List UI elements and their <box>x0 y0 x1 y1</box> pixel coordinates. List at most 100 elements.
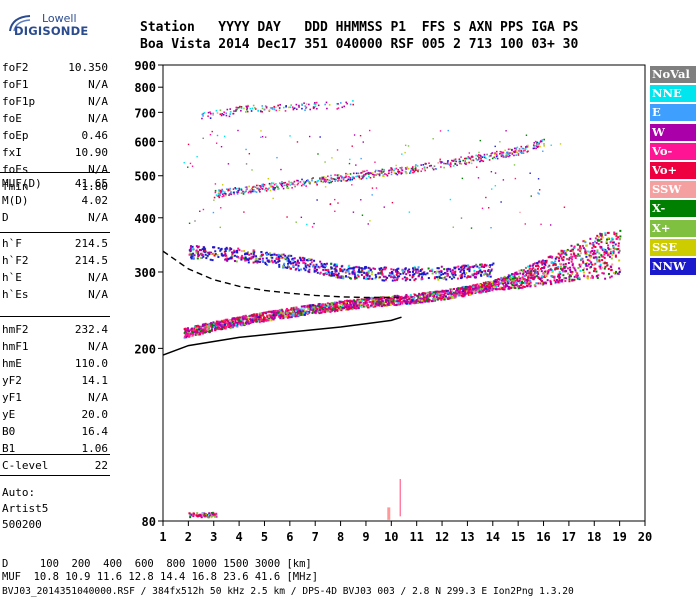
spread-f-echo-point <box>427 267 430 270</box>
f2-echo-point <box>381 296 384 299</box>
third-hop-echo-point <box>243 107 245 110</box>
spread-f-echo-point <box>243 249 246 252</box>
spread-f-echo-point <box>297 264 300 267</box>
f2-echo-point <box>333 301 336 304</box>
second-hop-echo-point <box>472 159 475 162</box>
f2-echo-point <box>299 309 302 312</box>
f2-echo-point <box>211 327 214 330</box>
spread-f-echo-point <box>377 272 380 275</box>
scatter-echo-point <box>371 187 374 189</box>
scatter-echo-point <box>538 189 541 191</box>
f2-echo-point <box>618 270 621 273</box>
spread-f-echo-point <box>189 247 192 250</box>
spread-f-echo-point <box>466 276 469 279</box>
scatter-echo-point <box>359 134 362 137</box>
low-echo-point <box>196 515 199 518</box>
f2-echo-point <box>370 303 373 306</box>
low-echo-point <box>201 512 204 515</box>
second-hop-echo-point <box>334 174 336 176</box>
f2-echo-point <box>216 326 219 329</box>
second-hop-echo-point <box>311 177 313 180</box>
second-hop-echo-point <box>232 191 235 194</box>
second-hop-echo-point <box>213 196 216 199</box>
second-hop-echo-point <box>495 153 498 155</box>
f2-echo-point <box>273 310 276 313</box>
f2-echo-point <box>522 273 525 276</box>
f2-echo-point <box>562 255 565 258</box>
f2-echo-point <box>541 263 544 266</box>
f2-echo-point <box>251 315 254 318</box>
spread-f-echo-point <box>324 263 327 266</box>
scatter-echo-point <box>296 141 299 143</box>
f2-echo-point <box>347 308 350 311</box>
f2-echo-point <box>571 258 574 261</box>
f2-echo-point <box>403 296 406 299</box>
third-hop-echo-point <box>279 103 282 106</box>
f2-echo-point <box>476 286 479 289</box>
spread-f-echo-point <box>248 253 251 256</box>
second-hop-echo-point <box>228 194 230 196</box>
f2-echo-point <box>303 305 306 308</box>
third-hop-echo-point <box>315 101 318 104</box>
second-hop-echo-point <box>279 183 282 185</box>
second-hop-echo-point <box>509 154 511 157</box>
second-hop-echo-point <box>400 169 403 171</box>
f2-echo-point <box>488 286 491 289</box>
f2-echo-point <box>269 315 272 318</box>
f2-echo-point <box>242 317 245 320</box>
spread-f-echo-point <box>288 254 291 257</box>
f2-echo-point <box>538 277 541 280</box>
third-hop-echo-point <box>222 113 225 116</box>
spread-f-echo-point <box>333 274 336 277</box>
spread-f-echo-point <box>440 265 443 268</box>
f2-echo-point <box>444 295 447 298</box>
f2-echo-point <box>502 280 505 283</box>
f2-echo-point <box>242 316 245 319</box>
second-hop-echo-point <box>520 145 523 148</box>
f2-echo-point <box>542 282 545 285</box>
second-hop-echo-point <box>470 156 473 158</box>
spread-f-echo-point <box>351 272 354 275</box>
f2-echo-point <box>478 289 481 292</box>
spread-f-echo-point <box>430 269 433 272</box>
f2-echo-point <box>523 269 526 272</box>
second-hop-echo-point <box>373 176 375 178</box>
spread-f-echo-point <box>338 276 341 279</box>
f2-echo-point <box>528 267 531 270</box>
third-hop-echo-point <box>212 112 214 115</box>
scatter-echo-point <box>189 162 192 165</box>
second-hop-echo-point <box>236 193 239 195</box>
f2-echo-point <box>280 317 283 320</box>
spread-f-echo-point <box>305 266 308 269</box>
f2-echo-point <box>615 232 618 235</box>
second-hop-echo-point <box>339 179 341 182</box>
f2-echo-point <box>284 315 287 318</box>
f2-echo-point <box>607 248 610 251</box>
f2-echo-point <box>557 252 560 255</box>
spread-f-echo-point <box>433 271 436 274</box>
second-hop-echo-point <box>291 187 293 189</box>
f2-echo-point <box>372 300 375 303</box>
second-hop-echo-point <box>452 165 455 167</box>
second-hop-echo-point <box>400 167 403 169</box>
f2-echo-point <box>202 330 205 333</box>
third-hop-echo-point <box>212 114 214 116</box>
f2-echo-point <box>434 290 437 293</box>
spread-f-echo-point <box>365 277 368 280</box>
f2-echo-point <box>614 247 617 250</box>
scatter-echo-point <box>513 164 516 166</box>
spread-f-echo-point <box>327 268 330 271</box>
f2-echo-point <box>533 271 536 274</box>
f2-echo-point <box>207 325 210 328</box>
third-hop-echo-point <box>254 107 256 109</box>
f2-echo-point <box>521 286 524 289</box>
f2-echo-point <box>566 258 569 261</box>
spread-f-echo-point <box>402 272 405 275</box>
second-hop-echo-point <box>398 172 400 174</box>
spread-f-echo-point <box>416 268 419 271</box>
f2-echo-point <box>555 267 558 270</box>
f2-echo-point <box>353 305 356 308</box>
second-hop-echo-point <box>404 167 407 169</box>
f2-echo-point <box>545 281 548 284</box>
f2-echo-point <box>474 289 477 292</box>
